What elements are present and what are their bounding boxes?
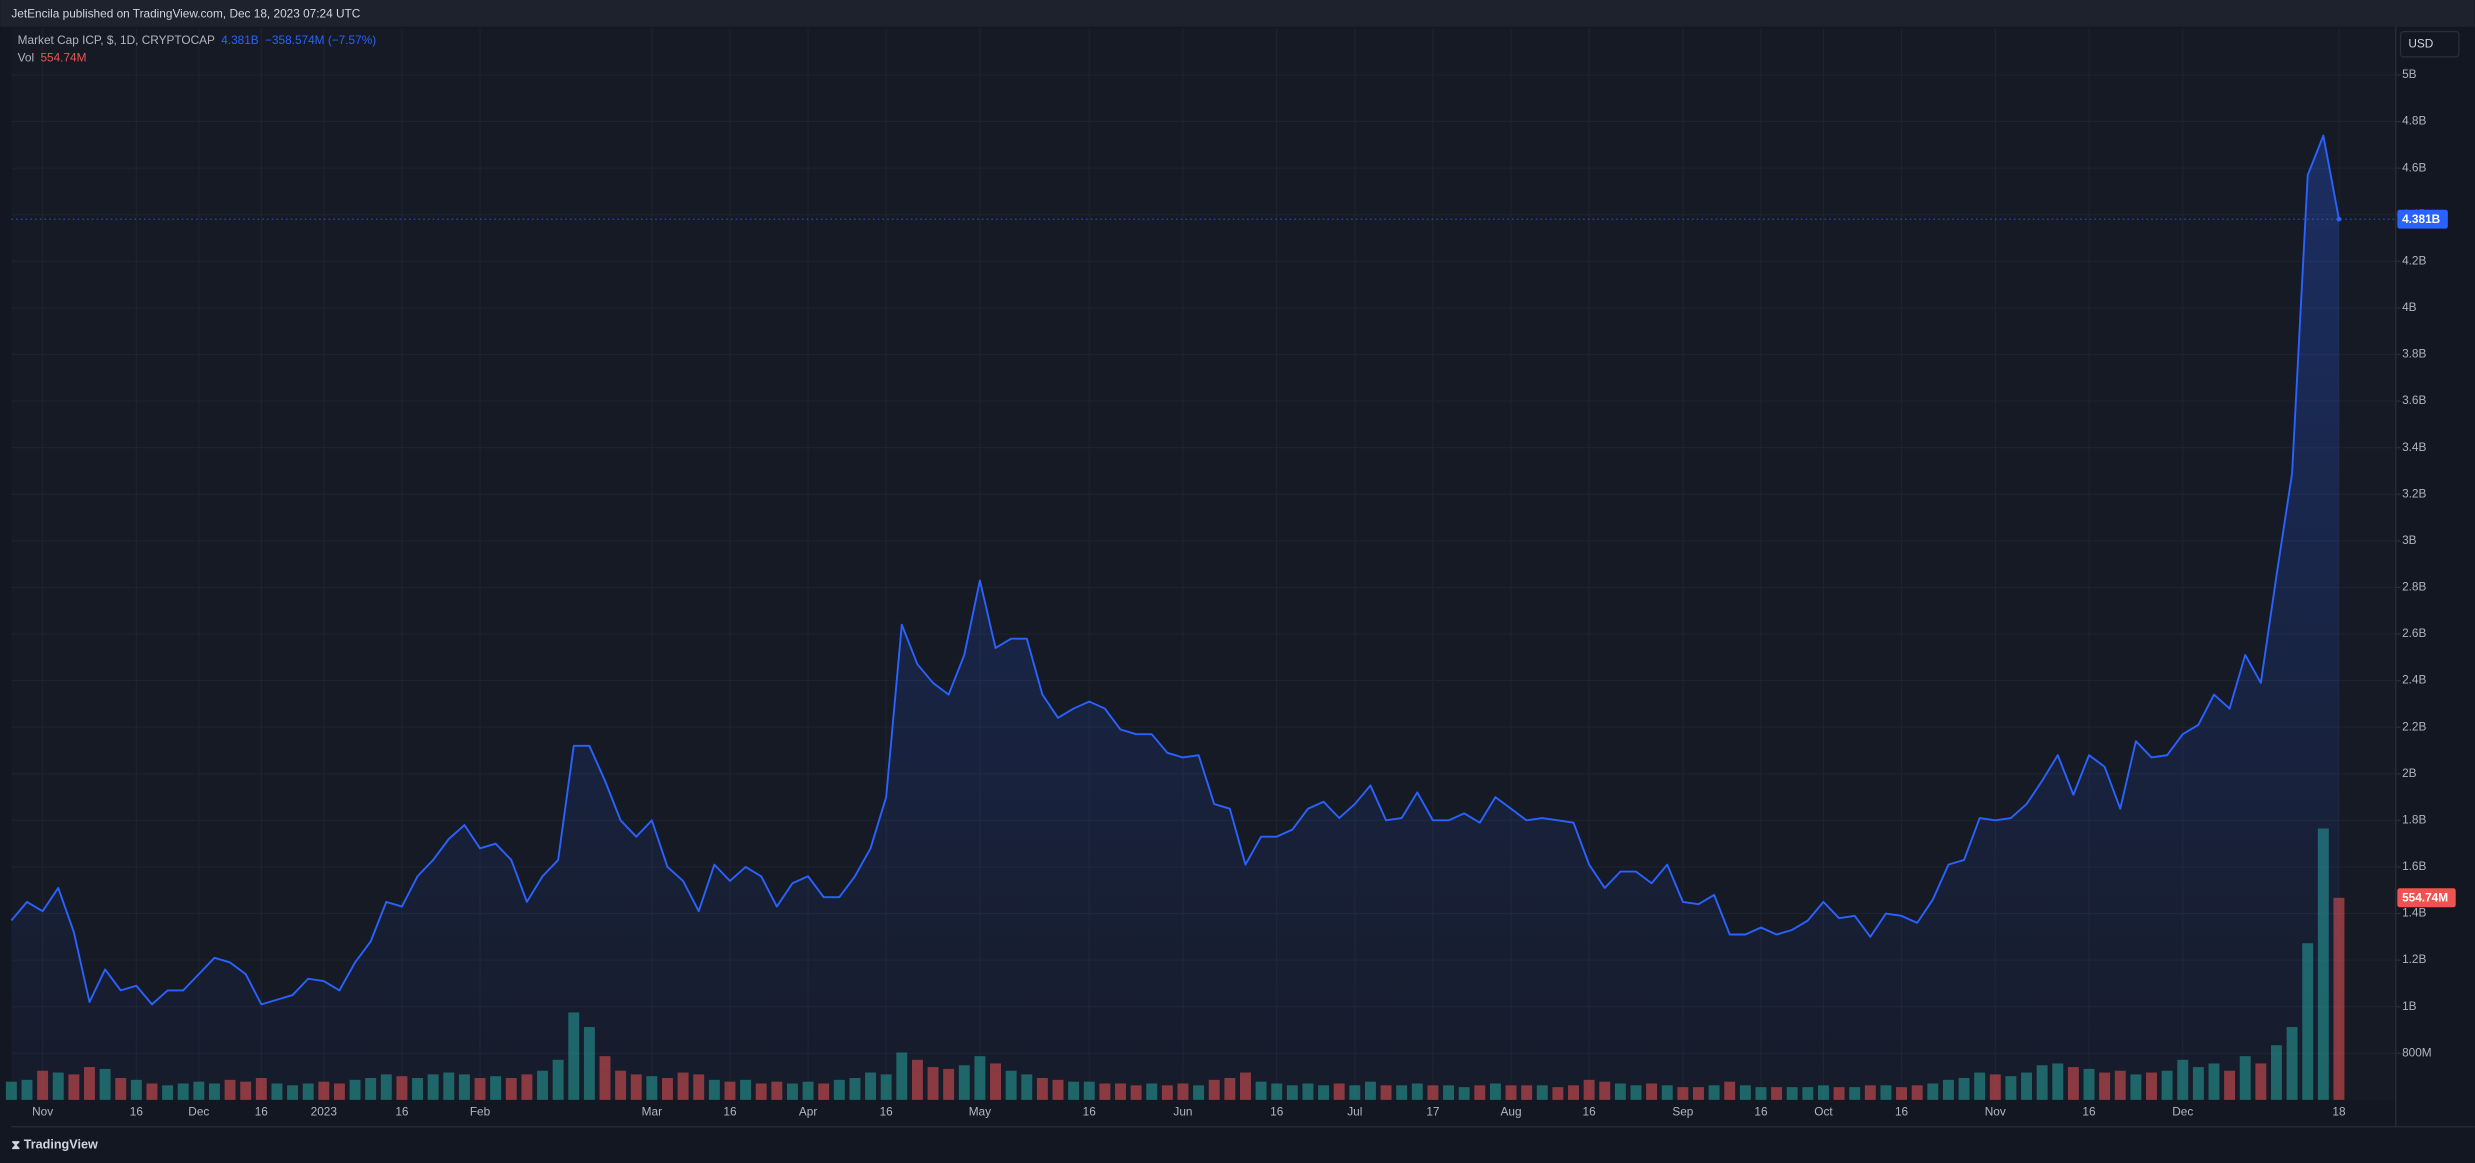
y-tick-label: 3.2B <box>2402 486 2426 500</box>
x-tick-label: 2023 <box>311 1105 338 1119</box>
line <box>10 134 2340 1006</box>
header-text: JetEncila published on TradingView.com, … <box>11 6 360 20</box>
x-tick-label: 18 <box>2332 1105 2346 1119</box>
x-tick-label: 16 <box>1270 1105 1284 1119</box>
x-tick-label: Jun <box>1173 1105 1192 1119</box>
footer-logo: ⧗ TradingView <box>11 1138 98 1152</box>
y-tick-label: 2.2B <box>2402 719 2426 733</box>
y-tick-label: 4B <box>2402 300 2417 314</box>
x-tick-label: 16 <box>130 1105 144 1119</box>
x-tick-label: 16 <box>1754 1105 1768 1119</box>
y-tick-label: 2B <box>2402 766 2417 780</box>
x-tick-label: 16 <box>723 1105 737 1119</box>
x-tick-label: 16 <box>255 1105 269 1119</box>
volume-name: Vol <box>18 51 34 65</box>
x-tick-label: Feb <box>470 1105 491 1119</box>
x-tick-label: Jul <box>1347 1105 1362 1119</box>
y-tick-label: 3.8B <box>2402 347 2426 361</box>
volume-tag-label: 554.74M <box>2402 891 2448 905</box>
last-price-label: 4.381B <box>2402 212 2440 226</box>
y-tick-label: 1.8B <box>2402 812 2426 826</box>
volume-bar <box>5 1081 17 1100</box>
x-tick-label: 16 <box>1083 1105 1097 1119</box>
y-tick-label: 2.6B <box>2402 626 2426 640</box>
y-tick-label: 1.6B <box>2402 859 2426 873</box>
y-tick-label: 4.6B <box>2402 160 2426 174</box>
legend: Market Cap ICP, $, 1D, CRYPTOCAP 4.381B −3… <box>18 33 377 47</box>
volume-value: 554.74M <box>40 51 86 65</box>
y-tick-label: 1B <box>2402 999 2417 1013</box>
y-tick-label: 4.2B <box>2402 253 2426 267</box>
y-tick-label: 800M <box>2402 1045 2432 1059</box>
x-tick-label: May <box>969 1105 991 1119</box>
currency-box[interactable] <box>2399 30 2460 58</box>
legend-title: Market Cap ICP, $, 1D, CRYPTOCAP <box>18 33 215 47</box>
y-tick-label: 3.6B <box>2402 393 2426 407</box>
x-tick-label: 16 <box>395 1105 409 1119</box>
x-tick-label: 16 <box>1895 1105 1909 1119</box>
legend-value: 4.381B <box>221 33 259 47</box>
x-tick-label: Mar <box>642 1105 662 1119</box>
x-tick-label: Dec <box>2172 1105 2193 1119</box>
x-tick-label: Nov <box>32 1105 53 1119</box>
x-tick-label: Dec <box>188 1105 209 1119</box>
y-tick-label: 1.2B <box>2402 952 2426 966</box>
last-price-tag <box>2397 209 2448 229</box>
last-point <box>2336 216 2342 222</box>
area-fill <box>11 135 2339 1100</box>
x-tick-label: Sep <box>1672 1105 1693 1119</box>
volume-tag <box>2397 888 2456 908</box>
legend-change: −358.574M (−7.57%) <box>265 33 376 47</box>
y-tick-label: 4.8B <box>2402 114 2426 128</box>
x-tick-label: 16 <box>2082 1105 2096 1119</box>
y-tick-label: 3.4B <box>2402 440 2426 454</box>
header-bar <box>0 0 2475 27</box>
currency[interactable]: USD <box>2408 36 2433 50</box>
y-tick-label: 3B <box>2402 533 2417 547</box>
x-tick-label: Apr <box>799 1105 817 1119</box>
y-tick-label: 2.4B <box>2402 673 2426 687</box>
x-tick-label: 16 <box>1583 1105 1597 1119</box>
y-tick-label: 2.8B <box>2402 580 2426 594</box>
x-tick-label: Aug <box>1501 1105 1522 1119</box>
volume-legend: Vol 554.74M <box>18 51 87 65</box>
x-tick-label: 16 <box>880 1105 894 1119</box>
x-tick-label: 17 <box>1426 1105 1439 1119</box>
y-tick-label: 1.4B <box>2402 906 2426 920</box>
labels: 800M 1B 1.2B 1.4B 1.6B 1.8B 2B 2.2B 2.4B 2.6B 2.8B… <box>32 67 2456 1119</box>
x-tick-label: Oct <box>1814 1105 1833 1119</box>
y-tick-label: 5B <box>2402 67 2417 81</box>
series <box>10 134 2396 1100</box>
footer-logo-text: TradingView <box>24 1138 98 1152</box>
x-tick-label: Nov <box>1985 1105 2006 1119</box>
